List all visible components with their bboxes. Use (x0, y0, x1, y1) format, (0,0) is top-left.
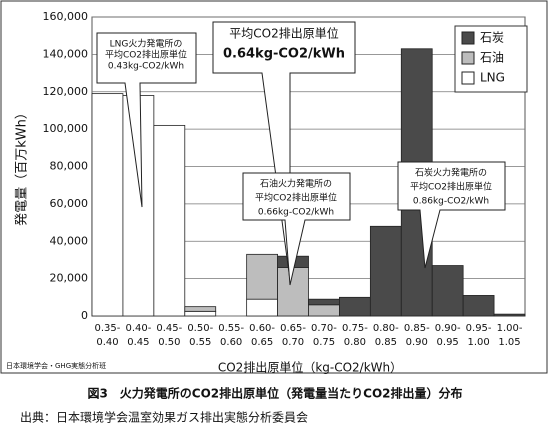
bar-segment (153, 124, 186, 317)
bar-segment (369, 225, 402, 317)
bar-segment (493, 313, 526, 317)
legend-label: 石炭 (480, 31, 504, 45)
legend-swatch (461, 71, 475, 85)
callout (397, 161, 506, 269)
annotation-text: 平均CO2排出原単位 (410, 181, 492, 193)
bar-segment (308, 304, 340, 317)
y-tick-label: 80,000 (50, 160, 89, 173)
credit: 日本環境学会・GHG実態分析班 (6, 361, 106, 370)
annotations: LNG火力発電所の平均CO2排出原単位0.43kg-CO2/kWh平均CO2排出… (96, 21, 506, 286)
bar-segment (277, 267, 309, 317)
annotation-text: 石炭火力発電所の (415, 167, 487, 179)
caption: 図3 火力発電所のCO2排出原単位（発電量当たりCO2排出量）分布 (87, 386, 462, 401)
annotation-text: 0.66kg-CO2/kWh (258, 208, 334, 218)
x-tick-label: 0.60-0.65 (249, 323, 275, 348)
legend-label: 石油 (480, 51, 504, 65)
annotation-text: 平均CO2排出原単位 (105, 49, 187, 61)
bar-segment (246, 253, 278, 300)
x-tick-label: 0.35-0.40 (95, 323, 121, 348)
callout (96, 32, 197, 208)
legend-swatch (461, 31, 475, 45)
bar-segment (308, 298, 340, 306)
x-tick-label: 0.70-0.75 (311, 323, 337, 348)
x-tick-label: 0.45-0.50 (156, 323, 182, 348)
x-axis-label: CO2排出原単位（kg-CO2/kWh） (218, 360, 402, 375)
y-tick-label: 100,000 (43, 122, 89, 135)
x-tick-label: 0.80-0.85 (373, 323, 399, 348)
bar-segment (246, 298, 278, 317)
y-tick-label: 160,000 (43, 10, 89, 23)
bar-segment (339, 296, 371, 317)
annotation-text: LNG火力発電所の (110, 38, 183, 50)
y-tick-label: 0 (81, 309, 88, 322)
y-axis-label: 発電量（百万kWh） (15, 106, 30, 226)
x-tick-label: 0.75-0.80 (342, 323, 368, 348)
annotation-text: 0.64kg-CO2/kWh (223, 47, 345, 62)
annotation-text: 石油火力発電所の (260, 178, 332, 190)
x-tick-label: 1.00-1.05 (497, 323, 523, 348)
bar-segment (184, 310, 217, 317)
y-tick-label: 60,000 (50, 197, 89, 210)
bar-segment (462, 295, 495, 317)
annotation-text: 平均CO2排出原単位 (229, 26, 338, 41)
y-tick-label: 140,000 (43, 47, 89, 60)
annotation-text: 0.86kg-CO2/kWh (413, 197, 489, 207)
bar-segment (184, 306, 217, 312)
annotation-text: 0.43kg-CO2/kWh (108, 62, 184, 72)
bar-segment (91, 93, 124, 317)
y-tick-label: 20,000 (50, 272, 89, 285)
x-tick-label: 0.85-0.90 (404, 323, 430, 348)
bar-segment (431, 265, 464, 317)
x-tick-label: 0.55-0.60 (218, 323, 244, 348)
legend-swatch (461, 51, 475, 65)
y-tick-label: 40,000 (50, 234, 89, 247)
x-tick-label: 0.90-0.95 (435, 323, 461, 348)
x-tick-label: 0.95-1.00 (466, 323, 492, 348)
x-tick-label: 0.40-0.45 (125, 323, 151, 348)
x-tick-label: 0.65-0.70 (280, 323, 306, 348)
y-tick-label: 120,000 (43, 85, 89, 98)
callout (242, 172, 351, 286)
legend-label: LNG (480, 71, 505, 85)
source: 出典：日本環境学会温室効果ガス排出実態分析委員会 (20, 410, 308, 425)
x-tick-label: 0.50-0.55 (187, 323, 213, 348)
annotation-text: 平均CO2排出原単位 (255, 192, 337, 204)
